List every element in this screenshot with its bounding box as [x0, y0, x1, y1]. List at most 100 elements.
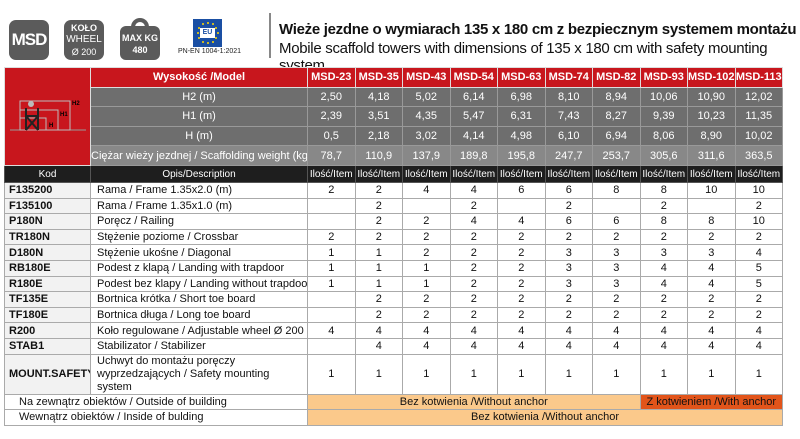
item-quantity: 2 — [639, 197, 688, 215]
spec-value: 9,39 — [639, 106, 688, 127]
spec-value: 3,02 — [402, 125, 451, 147]
item-quantity: 3 — [592, 244, 641, 261]
item-quantity: 5 — [734, 275, 783, 293]
item-quantity: 4 — [402, 337, 451, 355]
wheel-size: Ø 200 — [71, 47, 97, 57]
item-quantity: 2 — [544, 291, 593, 308]
item-description: Podest bez klapy / Landing without trapd… — [90, 275, 308, 293]
spec-value: 78,7 — [307, 145, 356, 166]
quantity-header: Ilość/Item — [687, 165, 736, 183]
item-quantity: 6 — [544, 182, 593, 199]
item-description: Stężenie poziome / Crossbar — [90, 228, 308, 246]
max-weight-label: MAX KG — [122, 33, 158, 43]
description-header: Opis/Description — [90, 165, 308, 183]
item-quantity: 4 — [544, 337, 593, 355]
h2-label: H2 — [72, 101, 80, 107]
item-quantity: 4 — [497, 337, 546, 355]
item-quantity: 3 — [687, 244, 736, 261]
item-quantity: 1 — [687, 353, 736, 395]
item-code: R200 — [4, 322, 91, 339]
item-quantity: 3 — [544, 244, 593, 261]
item-quantity: 4 — [639, 337, 688, 355]
item-description: Rama / Frame 1.35x1.0 (m) — [90, 197, 308, 215]
eu-star-icon — [206, 22, 209, 24]
spec-value: 4,18 — [354, 86, 403, 108]
item-description: Bortnica długa / Long toe board — [90, 306, 308, 324]
item-quantity: 1 — [449, 353, 498, 395]
spec-value: 3,51 — [354, 106, 403, 127]
spec-value: 305,6 — [639, 145, 688, 166]
item-quantity — [687, 197, 736, 215]
eu-flag-icon: EU — [193, 19, 222, 47]
item-quantity: 8 — [592, 182, 641, 199]
model-msd-23: MSD-23 — [307, 67, 356, 88]
quantity-header: Ilość/Item — [449, 165, 498, 183]
quantity-header: Ilość/Item — [734, 165, 783, 183]
item-header-row: Kod Opis/Description Ilość/Item Ilość/Item I… — [4, 165, 783, 183]
item-quantity: 1 — [402, 259, 451, 277]
item-quantity: 2 — [592, 291, 641, 308]
h1-label: H1 — [60, 112, 68, 118]
item-quantity: 10 — [734, 182, 783, 199]
code-header: Kod — [4, 165, 91, 183]
spec-value: 11,35 — [734, 106, 783, 127]
item-quantity: 2 — [307, 182, 356, 199]
eu-star-icon — [211, 40, 214, 43]
item-description: Stabilizator / Stabilizer — [90, 337, 308, 355]
item-code: D180N — [4, 244, 91, 261]
spec-row: Ciężar wieży jezdnej / Scaffolding weigh… — [5, 145, 783, 166]
item-quantity: 1 — [402, 275, 451, 293]
table-row: TF135E Bortnica krótka / Short toe board 2… — [4, 291, 783, 308]
item-description: Koło regulowane / Adjustable wheel Ø 200… — [90, 322, 308, 339]
item-quantity: 10 — [734, 213, 783, 230]
item-quantity: 4 — [449, 337, 498, 355]
item-quantity: 10 — [687, 182, 736, 199]
anchor-status: Bez kotwienia /Without anchor — [307, 393, 641, 411]
table-row: P180N Poręcz / Railing 2 2 4 4 6 6 8 8 10 — [4, 213, 783, 230]
spec-row: H2 (m) 2,50 4,18 5,02 6,14 6,98 8,10 8,94 10,06 1… — [5, 86, 783, 108]
item-code: TF135E — [4, 291, 91, 308]
item-quantity: 1 — [307, 275, 356, 293]
item-quantity: 1 — [734, 353, 783, 395]
item-quantity: 1 — [354, 259, 403, 277]
spec-value: 253,7 — [592, 145, 641, 166]
item-quantity: 4 — [544, 322, 593, 339]
item-quantity: 1 — [592, 353, 641, 395]
item-code: RB180E — [4, 259, 91, 277]
norm-label: PN-EN 1004-1:2021 — [178, 48, 242, 55]
item-quantity: 2 — [592, 228, 641, 246]
item-quantity — [592, 197, 641, 215]
quantity-header: Ilość/Item — [307, 165, 356, 183]
item-description: Podest z klapą / Landing with trapdoor — [90, 259, 308, 277]
item-quantity: 2 — [734, 228, 783, 246]
table-row: MOUNT.SAFETY Uchwyt do montażu poręczy wy… — [4, 353, 783, 395]
eu-label: EU — [200, 28, 215, 38]
item-quantity: 2 — [449, 244, 498, 261]
spec-value: 4,14 — [449, 125, 498, 147]
usage-row: Wewnątrz obiektów / Inside of bulding Bez… — [4, 409, 783, 426]
model-msd-82: MSD-82 — [592, 67, 641, 88]
item-quantity: 2 — [687, 291, 736, 308]
item-quantity: 2 — [734, 306, 783, 324]
item-quantity: 2 — [449, 306, 498, 324]
spec-label: Ciężar wieży jezdnej / Scaffolding weigh… — [90, 145, 308, 166]
weight-icon — [131, 18, 149, 30]
spec-value: 2,50 — [307, 86, 356, 108]
item-quantity: 4 — [687, 322, 736, 339]
spec-value: 10,23 — [687, 106, 736, 127]
item-quantity: 2 — [687, 228, 736, 246]
model-msd-74: MSD-74 — [544, 67, 593, 88]
item-quantity: 3 — [544, 259, 593, 277]
spec-value: 10,06 — [639, 86, 688, 108]
spec-value: 137,9 — [402, 145, 451, 166]
quantity-header: Ilość/Item — [354, 165, 403, 183]
item-quantity: 4 — [592, 322, 641, 339]
item-quantity: 6 — [497, 182, 546, 199]
wheel-badge: KOŁO WHEEL Ø 200 — [64, 20, 104, 60]
page-title-pl: Wieże jezdne o wymiarach 135 x 180 cm z … — [279, 21, 797, 38]
model-msd-63: MSD-63 — [497, 67, 546, 88]
spec-value: 189,8 — [449, 145, 498, 166]
item-quantity: 2 — [687, 306, 736, 324]
item-quantity: 2 — [402, 244, 451, 261]
eu-star-icon — [196, 32, 199, 34]
